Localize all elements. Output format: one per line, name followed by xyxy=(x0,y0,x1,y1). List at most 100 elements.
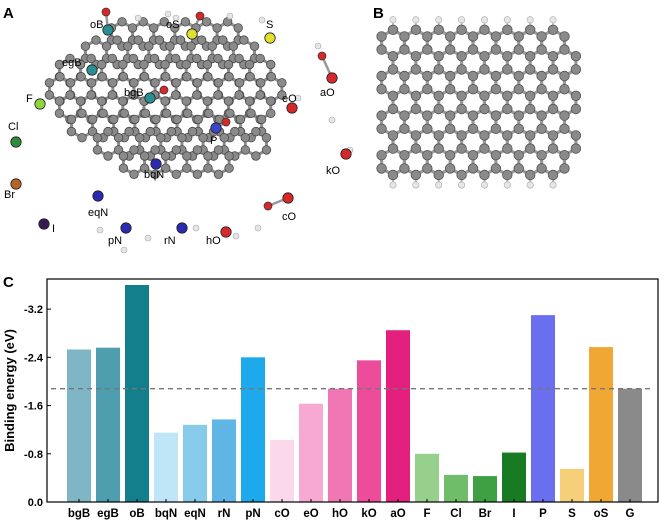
carbon-atom xyxy=(467,83,479,95)
carbon-atom xyxy=(513,163,524,174)
atom-label-bqN: bqN xyxy=(144,169,164,181)
hydrogen-atom xyxy=(120,246,128,254)
carbon-atom xyxy=(433,51,444,62)
carbon-atom xyxy=(107,90,117,100)
hydrogen-atom xyxy=(134,14,142,22)
carbon-atom xyxy=(376,123,387,135)
carbon-atom xyxy=(422,163,433,174)
carbon-atom xyxy=(118,96,128,106)
carbon-atom xyxy=(224,163,234,173)
carbon-atom xyxy=(233,23,243,33)
y-tick-label: -1.6 xyxy=(24,401,43,413)
carbon-atom xyxy=(536,83,547,95)
carbon-atom xyxy=(524,103,536,115)
hydrogen-atom xyxy=(144,234,152,242)
carbon-atom xyxy=(77,108,87,119)
carbon-atom xyxy=(256,114,267,125)
dopant-atom xyxy=(220,226,232,238)
plot-frame xyxy=(46,278,659,503)
carbon-atom xyxy=(547,169,559,181)
carbon-atom xyxy=(182,151,192,161)
carbon-atom xyxy=(479,169,490,181)
carbon-atom xyxy=(127,23,138,33)
carbon-atom xyxy=(170,53,181,64)
panel-c-binding-energy-chart: C Binding energy (eV) 0.0 -0.8 -1.6 -2.4 -3.… xyxy=(2,274,659,520)
carbon-atom xyxy=(245,71,255,82)
carbon-atom xyxy=(154,35,165,45)
x-tick-label-cO: cO xyxy=(274,508,289,520)
carbon-atom xyxy=(213,53,223,64)
carbon-atom xyxy=(149,53,160,64)
carbon-atom xyxy=(160,151,171,161)
x-tick-label-hO: hO xyxy=(332,508,348,520)
carbon-atom xyxy=(207,41,217,51)
x-tick-label-rN: rN xyxy=(218,508,231,520)
carbon-atom xyxy=(433,130,444,141)
hydrogen-atom xyxy=(389,16,397,24)
carbon-atom xyxy=(186,41,196,51)
carbon-atom xyxy=(456,169,467,181)
carbon-atom xyxy=(467,31,479,42)
carbon-atom xyxy=(399,149,410,161)
carbon-atom xyxy=(112,35,122,45)
carbon-atom xyxy=(87,126,98,137)
carbon-atom xyxy=(399,70,410,82)
carbon-atom xyxy=(433,64,444,75)
carbon-atom xyxy=(479,130,490,141)
carbon-atom xyxy=(502,130,513,141)
carbon-atom xyxy=(128,53,139,64)
carbon-atom xyxy=(130,114,140,125)
carbon-atom xyxy=(559,83,570,95)
hydrogen-atom xyxy=(192,224,200,232)
hydrogen-atom xyxy=(412,181,420,189)
carbon-atom xyxy=(139,59,149,70)
carbon-atom xyxy=(196,35,207,45)
carbon-atom xyxy=(570,103,582,115)
carbon-atom xyxy=(192,145,203,155)
carbon-atom xyxy=(117,17,127,27)
dopant-atom xyxy=(120,222,132,234)
bar-P xyxy=(531,315,555,502)
carbon-atom xyxy=(376,70,387,82)
carbon-atom xyxy=(266,108,276,119)
carbon-atom xyxy=(490,110,502,121)
carbon-atom xyxy=(118,151,129,161)
y-tick-label: -3.2 xyxy=(24,304,43,316)
carbon-atom xyxy=(228,41,239,51)
carbon-atom xyxy=(171,78,181,88)
carbon-atom xyxy=(490,70,502,82)
carbon-atom xyxy=(559,31,570,42)
carbon-atom xyxy=(467,163,479,174)
carbon-atom xyxy=(213,169,224,180)
carbon-atom xyxy=(479,51,490,62)
bars xyxy=(67,285,642,502)
carbon-atom xyxy=(456,143,467,154)
carbon-atom xyxy=(246,108,256,119)
carbon-atom xyxy=(387,169,399,181)
atom-label-aO: aO xyxy=(320,87,335,99)
dopant-atom xyxy=(282,192,294,204)
carbon-atom xyxy=(54,96,65,106)
hydrogen-atom xyxy=(226,12,234,20)
carbon-atom xyxy=(239,35,249,45)
carbon-atom xyxy=(410,169,422,181)
carbon-atom xyxy=(422,110,433,121)
hydrogen-atom xyxy=(412,16,420,24)
carbon-atom xyxy=(536,163,547,174)
carbon-atom xyxy=(138,17,148,27)
carbon-atom xyxy=(479,143,490,154)
carbon-atom xyxy=(66,114,77,125)
atom-label-eO: eO xyxy=(282,93,297,105)
atom-label-hO: hO xyxy=(206,235,221,247)
bar-Br xyxy=(473,476,497,502)
carbon-atom xyxy=(175,35,186,45)
carbon-atom xyxy=(255,53,265,64)
panel-letter-b: B xyxy=(373,5,384,22)
carbon-atom xyxy=(230,126,240,137)
carbon-atom xyxy=(376,31,387,42)
carbon-atom xyxy=(559,44,570,55)
carbon-atom xyxy=(129,145,139,155)
carbon-atom xyxy=(219,132,229,143)
carbon-atom xyxy=(559,70,570,82)
